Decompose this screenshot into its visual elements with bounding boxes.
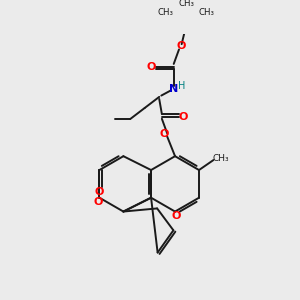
Text: O: O [147,61,156,72]
Text: CH₃: CH₃ [179,0,195,8]
Text: O: O [93,197,103,208]
Text: O: O [179,112,188,122]
Text: CH₃: CH₃ [213,154,229,163]
Text: O: O [159,129,169,139]
Text: CH₃: CH₃ [198,8,214,17]
Text: O: O [176,41,186,51]
Text: O: O [172,211,181,221]
Text: N: N [169,84,178,94]
Text: H: H [178,81,185,91]
Text: CH₃: CH₃ [157,8,173,17]
Text: O: O [95,187,104,197]
